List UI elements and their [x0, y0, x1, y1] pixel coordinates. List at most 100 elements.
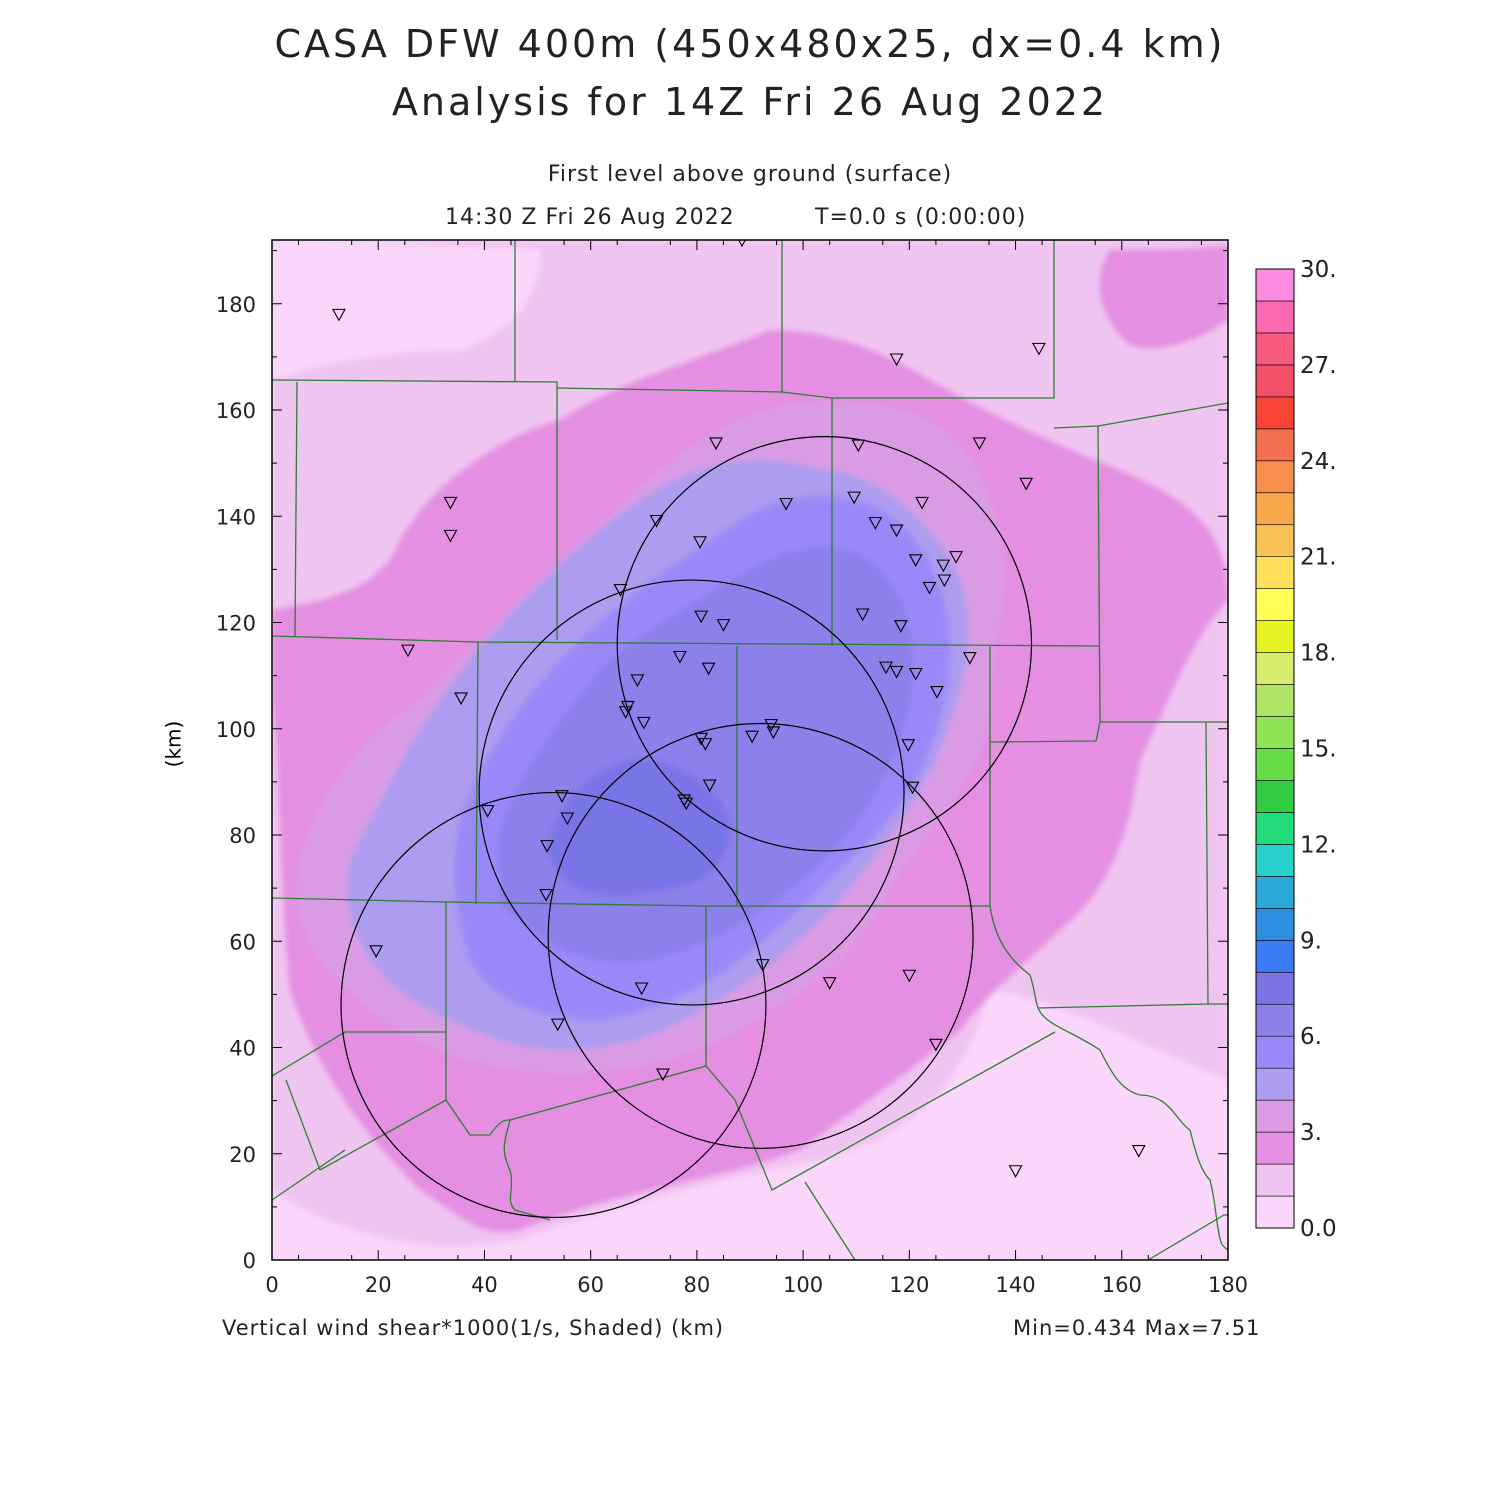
station-marker — [550, 1018, 565, 1032]
county-line — [804, 1181, 856, 1260]
chart-title: CASA DFW 400m (450x480x25, dx=0.4 km) — [274, 22, 1226, 66]
colorbar-label: 27. — [1300, 353, 1337, 379]
station-marker — [694, 610, 709, 624]
plot-frame — [271, 239, 1229, 1261]
station-marker — [649, 514, 664, 528]
station-marker — [1031, 342, 1046, 356]
colorbar-swatch — [1255, 396, 1295, 430]
y-tick-label: 100 — [216, 718, 256, 742]
radar-ring-2 — [478, 579, 905, 1006]
station-marker — [702, 779, 717, 793]
colorbar-frame — [1255, 268, 1295, 1229]
y-tick-label: 60 — [229, 930, 256, 954]
station-marker — [369, 945, 384, 958]
field-level-7 — [548, 759, 731, 896]
station-marker — [709, 437, 723, 451]
chart-subtitle: Analysis for 14Z Fri 26 Aug 2022 — [391, 80, 1109, 124]
axes: 0 20 40 60 80 100 120 140 160 180 0 20 40 60 80 100 120 1… — [216, 240, 1248, 1337]
station-marker — [701, 662, 716, 676]
county-line — [475, 641, 479, 905]
colorbar-swatch — [1255, 652, 1295, 685]
county-line — [272, 379, 558, 640]
station-marker — [634, 982, 649, 996]
county-line — [1147, 1214, 1228, 1260]
colorbar-label: 12. — [1300, 832, 1337, 858]
colorbar-swatch — [1255, 588, 1295, 621]
x-tick-label: 80 — [684, 1273, 711, 1297]
y-tick-label: 0 — [243, 1249, 256, 1273]
colorbar-swatch — [1255, 364, 1295, 398]
station-marker — [764, 718, 779, 732]
y-tick-label: 80 — [229, 824, 256, 848]
colorbar-label: 6. — [1300, 1024, 1322, 1050]
station-marker — [930, 686, 944, 699]
county-line — [989, 905, 1209, 1009]
station-marker — [716, 619, 731, 632]
county-line — [989, 721, 1101, 743]
field-level-2b — [1099, 245, 1228, 349]
x-tick-label: 180 — [1208, 1273, 1248, 1297]
colorbar-swatch — [1255, 939, 1295, 973]
colorbar-swatch — [1255, 1195, 1295, 1229]
colorbar-label: 30. — [1300, 257, 1337, 283]
time-text: 14:30 Z Fri 26 Aug 2022 — [445, 205, 735, 230]
station-marker — [401, 644, 415, 658]
station-marker — [618, 706, 633, 719]
elapsed-text: T=0.0 s (0:00:00) — [815, 205, 1027, 230]
county-line — [272, 897, 990, 907]
colorbar-label: 0.0 — [1300, 1216, 1337, 1242]
county-line — [781, 240, 1055, 399]
x-tick-label: 160 — [1102, 1273, 1142, 1297]
station-marker — [693, 536, 708, 549]
colorbar-swatch — [1255, 812, 1295, 845]
station-marker — [962, 652, 977, 665]
colorbar-swatch — [1255, 780, 1295, 813]
colorbar-label: 3. — [1300, 1120, 1322, 1146]
colorbar-swatch — [1255, 428, 1295, 462]
station-marker — [1019, 477, 1034, 491]
station-marker — [915, 496, 930, 510]
y-tick-label: 40 — [229, 1037, 256, 1061]
colorbar-label: 15. — [1300, 737, 1337, 763]
station-marker — [922, 581, 937, 595]
station-marker — [672, 650, 687, 664]
colorbar-swatch — [1255, 460, 1295, 494]
station-marker — [936, 559, 951, 573]
station-marker — [972, 437, 987, 451]
station-marker — [698, 738, 713, 751]
radar-ring-3 — [547, 722, 974, 1149]
level-text: First level above ground (surface) — [547, 162, 953, 187]
county-line — [1205, 721, 1228, 1005]
station-marker — [893, 620, 908, 633]
colorbar-swatch — [1255, 1099, 1295, 1133]
radar-ring-4 — [340, 791, 767, 1219]
station-marker — [851, 439, 866, 453]
station-marker — [779, 497, 794, 511]
station-marker — [655, 1068, 670, 1082]
colorbar-swatch — [1255, 300, 1295, 334]
y-tick-label: 120 — [216, 612, 256, 636]
x-tick-label: 140 — [996, 1273, 1036, 1297]
station-marker — [454, 692, 469, 706]
station-marker — [679, 797, 694, 811]
colorbar-swatch — [1255, 524, 1295, 558]
x-tick-label: 120 — [889, 1273, 929, 1297]
field-label: Vertical wind shear*1000(1/s, Shaded) (k… — [222, 1316, 725, 1340]
station-marker — [555, 790, 569, 803]
station-marker — [1131, 1145, 1146, 1158]
station-marker — [889, 353, 904, 367]
y-tick-label: 20 — [229, 1143, 256, 1167]
station-marker — [902, 969, 917, 983]
colorbar-swatch — [1255, 268, 1295, 302]
colorbar-swatch — [1255, 1003, 1295, 1037]
radar-coverage-rings — [340, 436, 1033, 1219]
x-tick-label: 40 — [471, 1273, 498, 1297]
colorbar-swatch — [1255, 1163, 1295, 1197]
colorbar-swatch — [1255, 748, 1295, 781]
station-marker — [901, 739, 916, 752]
x-axis-label: (km) — [752, 1335, 755, 1337]
colorbar-label: 9. — [1300, 928, 1322, 954]
station-marker — [443, 529, 458, 543]
colorbar-swatch — [1255, 332, 1295, 366]
station-marker — [480, 805, 495, 818]
